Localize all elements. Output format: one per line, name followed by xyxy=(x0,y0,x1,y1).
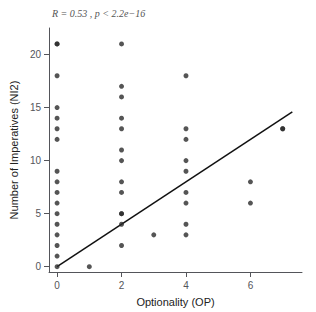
svg-text:Number of Imperatives (NI2): Number of Imperatives (NI2) xyxy=(8,81,20,220)
svg-text:10: 10 xyxy=(30,155,42,166)
svg-text:2: 2 xyxy=(119,280,125,291)
svg-text:Optionality (OP): Optionality (OP) xyxy=(136,296,214,308)
svg-text:20: 20 xyxy=(30,49,42,60)
svg-text:0: 0 xyxy=(35,261,41,272)
svg-text:15: 15 xyxy=(30,102,42,113)
svg-text:4: 4 xyxy=(183,280,189,291)
svg-text:6: 6 xyxy=(248,280,254,291)
svg-text:R = 0.53 , p < 2.2e−16: R = 0.53 , p < 2.2e−16 xyxy=(51,8,145,19)
svg-text:5: 5 xyxy=(35,208,41,219)
svg-text:0: 0 xyxy=(54,280,60,291)
